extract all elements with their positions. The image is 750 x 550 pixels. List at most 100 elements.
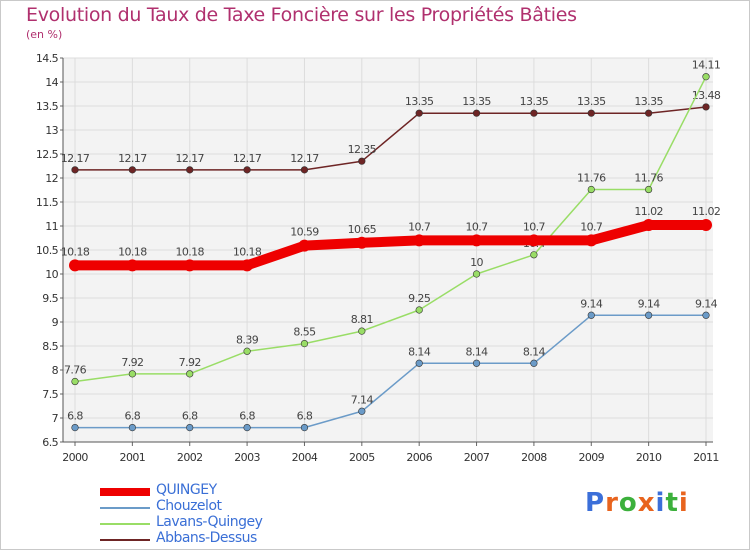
data-point (530, 109, 538, 117)
data-point (527, 234, 540, 247)
y-tick-label: 6.5 (42, 436, 58, 449)
data-point (358, 157, 366, 165)
chart-subtitle: (en %) (26, 28, 63, 41)
data-label: 6.8 (239, 410, 255, 423)
data-label: 10.18 (233, 245, 262, 258)
data-label: 14.11 (692, 59, 721, 72)
x-tick-label: 2002 (177, 451, 203, 464)
data-point (587, 109, 595, 117)
data-label: 13.35 (405, 95, 434, 108)
data-label: 12.17 (290, 152, 319, 165)
logo-letter: i (678, 488, 689, 518)
y-tick-label: 9 (52, 316, 59, 329)
data-label: 10.7 (580, 220, 603, 233)
data-label: 13.35 (462, 95, 491, 108)
logo-letter: x (637, 488, 656, 518)
y-tick-label: 14.5 (36, 52, 59, 65)
data-label: 6.8 (125, 410, 141, 423)
data-point (69, 259, 81, 272)
data-point (587, 311, 595, 319)
data-point (530, 251, 538, 259)
proxiti-logo: Proxiti (585, 488, 689, 518)
data-point (587, 185, 595, 194)
data-point (71, 377, 79, 386)
data-point (300, 424, 309, 432)
data-point (126, 259, 139, 272)
series-line-quingey (70, 220, 711, 271)
data-point (470, 234, 483, 247)
data-label: 12.35 (348, 143, 377, 156)
data-point (413, 234, 426, 247)
y-tick-label: 8.5 (42, 340, 58, 353)
data-label: 13.48 (692, 89, 721, 102)
data-label: 12.17 (175, 152, 204, 165)
data-point (472, 270, 481, 278)
data-label: 10.18 (118, 245, 147, 258)
y-tick-label: 11 (45, 220, 58, 233)
logo-letter: r (605, 488, 619, 518)
data-label: 7.92 (121, 356, 143, 369)
data-label: 10.59 (290, 226, 319, 239)
x-tick-label: 2005 (349, 451, 375, 464)
x-tick-label: 2010 (636, 451, 662, 464)
data-label: 12.17 (233, 152, 262, 165)
data-label: 8.39 (236, 333, 259, 346)
y-tick-label: 9.5 (42, 292, 58, 305)
data-label: 9.14 (695, 297, 718, 310)
data-label: 8.55 (293, 326, 316, 339)
data-point (355, 236, 368, 249)
logo-letter: o (618, 488, 638, 518)
data-label: 12.17 (118, 152, 147, 165)
data-label: 6.8 (67, 410, 83, 423)
data-point (472, 109, 481, 117)
y-tick-label: 7.5 (42, 388, 58, 401)
data-point (702, 103, 710, 111)
data-label: 7.76 (64, 364, 87, 377)
data-label: 13.35 (634, 95, 663, 108)
data-label: 6.8 (297, 410, 313, 423)
data-point (300, 166, 309, 174)
data-point (241, 259, 254, 272)
data-label: 9.25 (408, 292, 431, 305)
data-point (358, 407, 366, 415)
x-tick-label: 2011 (693, 451, 719, 464)
data-point (300, 340, 309, 348)
chart-title: Evolution du Taux de Taxe Foncière sur l… (26, 4, 577, 26)
data-label: 7.14 (351, 393, 374, 406)
data-label: 9.14 (638, 297, 661, 310)
data-point (645, 311, 653, 319)
data-label: 8.14 (523, 345, 546, 358)
y-tick-label: 13.5 (36, 100, 59, 113)
y-tick-label: 12.5 (36, 148, 59, 161)
series-line-abbans-dessus (74, 106, 707, 171)
y-tick-label: 13 (45, 124, 58, 137)
data-point (186, 166, 194, 174)
data-point (700, 219, 712, 232)
data-point (585, 234, 598, 247)
y-tick-label: 10.5 (36, 244, 59, 257)
y-tick-label: 7 (52, 412, 59, 425)
data-label: 7.92 (179, 356, 201, 369)
legend-label: QUINGEY (156, 482, 217, 498)
data-point (645, 185, 653, 194)
y-tick-label: 10 (45, 268, 58, 281)
data-point (702, 73, 710, 81)
logo-letter: P (585, 488, 606, 518)
data-label: 10.65 (348, 223, 377, 236)
series-line-chouzelot (74, 314, 707, 429)
data-point (243, 424, 251, 432)
legend-label: Chouzelot (156, 498, 222, 514)
data-label: 10.7 (408, 220, 431, 233)
data-label: 10.7 (465, 220, 488, 233)
x-tick-label: 2007 (464, 451, 490, 464)
data-label: 8.14 (408, 345, 431, 358)
data-label: 11.02 (692, 205, 721, 218)
data-point (415, 359, 423, 367)
data-label: 11.76 (577, 172, 606, 185)
data-point (183, 259, 196, 272)
data-point (642, 219, 655, 232)
data-point (128, 424, 136, 432)
data-label: 10.7 (523, 220, 546, 233)
x-tick-label: 2004 (292, 451, 318, 464)
legend-swatch (100, 507, 150, 509)
